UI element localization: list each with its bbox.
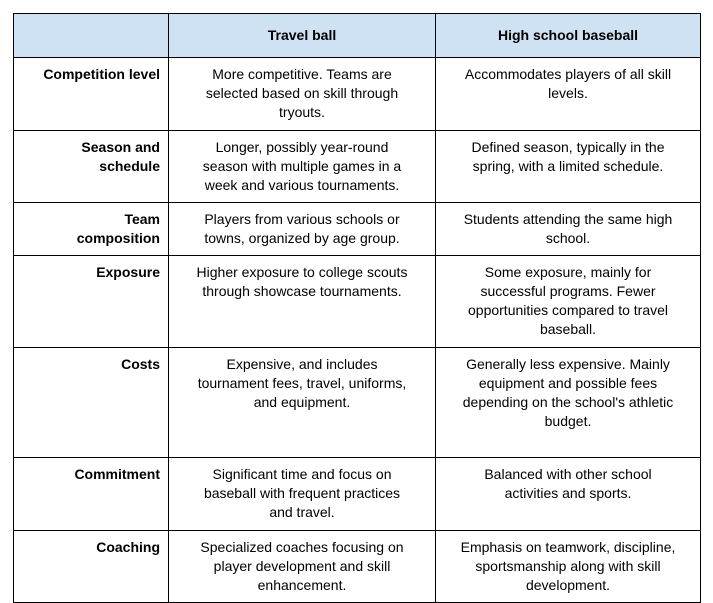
- table-row-exposure: Exposure Higher exposure to college scou…: [13, 255, 701, 348]
- comparison-table: Travel ball High school baseball Competi…: [13, 13, 701, 603]
- travel-ball-cell: Players from various schools or towns, o…: [168, 202, 436, 256]
- column-header-high-school-baseball: High school baseball: [435, 13, 701, 58]
- row-label: Exposure: [13, 255, 169, 348]
- high-school-cell: Generally less expensive. Mainly equipme…: [435, 347, 701, 458]
- table-row-coaching: Coaching Specialized coaches focusing on…: [13, 530, 701, 603]
- row-label: Competition level: [13, 57, 169, 131]
- travel-ball-cell: Expensive, and includes tournament fees,…: [168, 347, 436, 458]
- high-school-cell: Students attending the same high school.: [435, 202, 701, 256]
- table-row-costs: Costs Expensive, and includes tournament…: [13, 347, 701, 458]
- travel-ball-cell: Significant time and focus on baseball w…: [168, 457, 436, 531]
- row-label: Commitment: [13, 457, 169, 531]
- high-school-cell: Accommodates players of all skill levels…: [435, 57, 701, 131]
- table-row-season-and-schedule: Season and schedule Longer, possibly yea…: [13, 130, 701, 203]
- row-label: Costs: [13, 347, 169, 458]
- column-header-travel-ball: Travel ball: [168, 13, 436, 58]
- header-row: Travel ball High school baseball: [13, 13, 701, 58]
- high-school-cell: Some exposure, mainly for successful pro…: [435, 255, 701, 348]
- row-label: Coaching: [13, 530, 169, 603]
- high-school-cell: Defined season, typically in the spring,…: [435, 130, 701, 203]
- high-school-cell: Emphasis on teamwork, discipline, sports…: [435, 530, 701, 603]
- table-row-commitment: Commitment Significant time and focus on…: [13, 457, 701, 531]
- high-school-cell: Balanced with other school activities an…: [435, 457, 701, 531]
- travel-ball-cell: Specialized coaches focusing on player d…: [168, 530, 436, 603]
- table-row-competition-level: Competition level More competitive. Team…: [13, 57, 701, 131]
- row-label: Season and schedule: [13, 130, 169, 203]
- travel-ball-cell: More competitive. Teams are selected bas…: [168, 57, 436, 131]
- table-row-team-composition: Team composition Players from various sc…: [13, 202, 701, 256]
- corner-header-cell: [13, 13, 169, 58]
- row-label: Team composition: [13, 202, 169, 256]
- travel-ball-cell: Longer, possibly year-round season with …: [168, 130, 436, 203]
- travel-ball-cell: Higher exposure to college scouts throug…: [168, 255, 436, 348]
